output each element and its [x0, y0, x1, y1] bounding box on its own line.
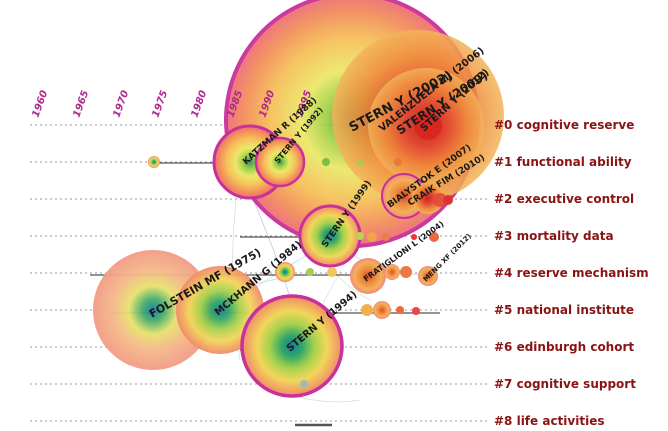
- year-label-1980: 1980: [189, 89, 209, 119]
- year-label-1965: 1965: [71, 89, 91, 119]
- cluster-label-7: #7 cognitive support: [494, 377, 636, 391]
- node-circle-craik-2010: [412, 182, 444, 214]
- node-circle-meng-2012: [418, 266, 438, 286]
- cluster-labels: #0 cognitive reserve #1 functional abili…: [494, 118, 649, 428]
- year-label-1970: 1970: [111, 89, 131, 119]
- cluster-label-5: #5 national institute: [494, 303, 634, 317]
- cluster-label-0: #0 cognitive reserve: [494, 118, 634, 132]
- year-label-1960: 1960: [30, 89, 50, 119]
- cluster-label-2: #2 executive control: [494, 192, 634, 206]
- minor-nodes: [148, 156, 453, 388]
- cluster-label-1: #1 functional ability: [494, 155, 632, 169]
- cluster-label-8: #8 life activities: [494, 414, 604, 428]
- node-circle-mckhann-1984: [176, 266, 264, 354]
- node-circle-folstein-1975: [93, 250, 213, 370]
- node-circle-stern-2012: [414, 112, 442, 140]
- node-label-meng-2012: MENG XF (2012): [422, 232, 473, 283]
- cluster-label-4: #4 reserve mechanism: [494, 266, 649, 280]
- citation-nodes: [93, 0, 504, 398]
- node-circle-fratiglioni-2004: [350, 258, 386, 294]
- year-label-1975: 1975: [150, 89, 170, 119]
- node-circle-stern-1994: [240, 294, 344, 398]
- node-circle-stern-1992: [254, 136, 306, 188]
- cluster-label-3: #3 mortality data: [494, 229, 614, 243]
- cluster-label-6: #6 edinburgh cohort: [494, 340, 634, 354]
